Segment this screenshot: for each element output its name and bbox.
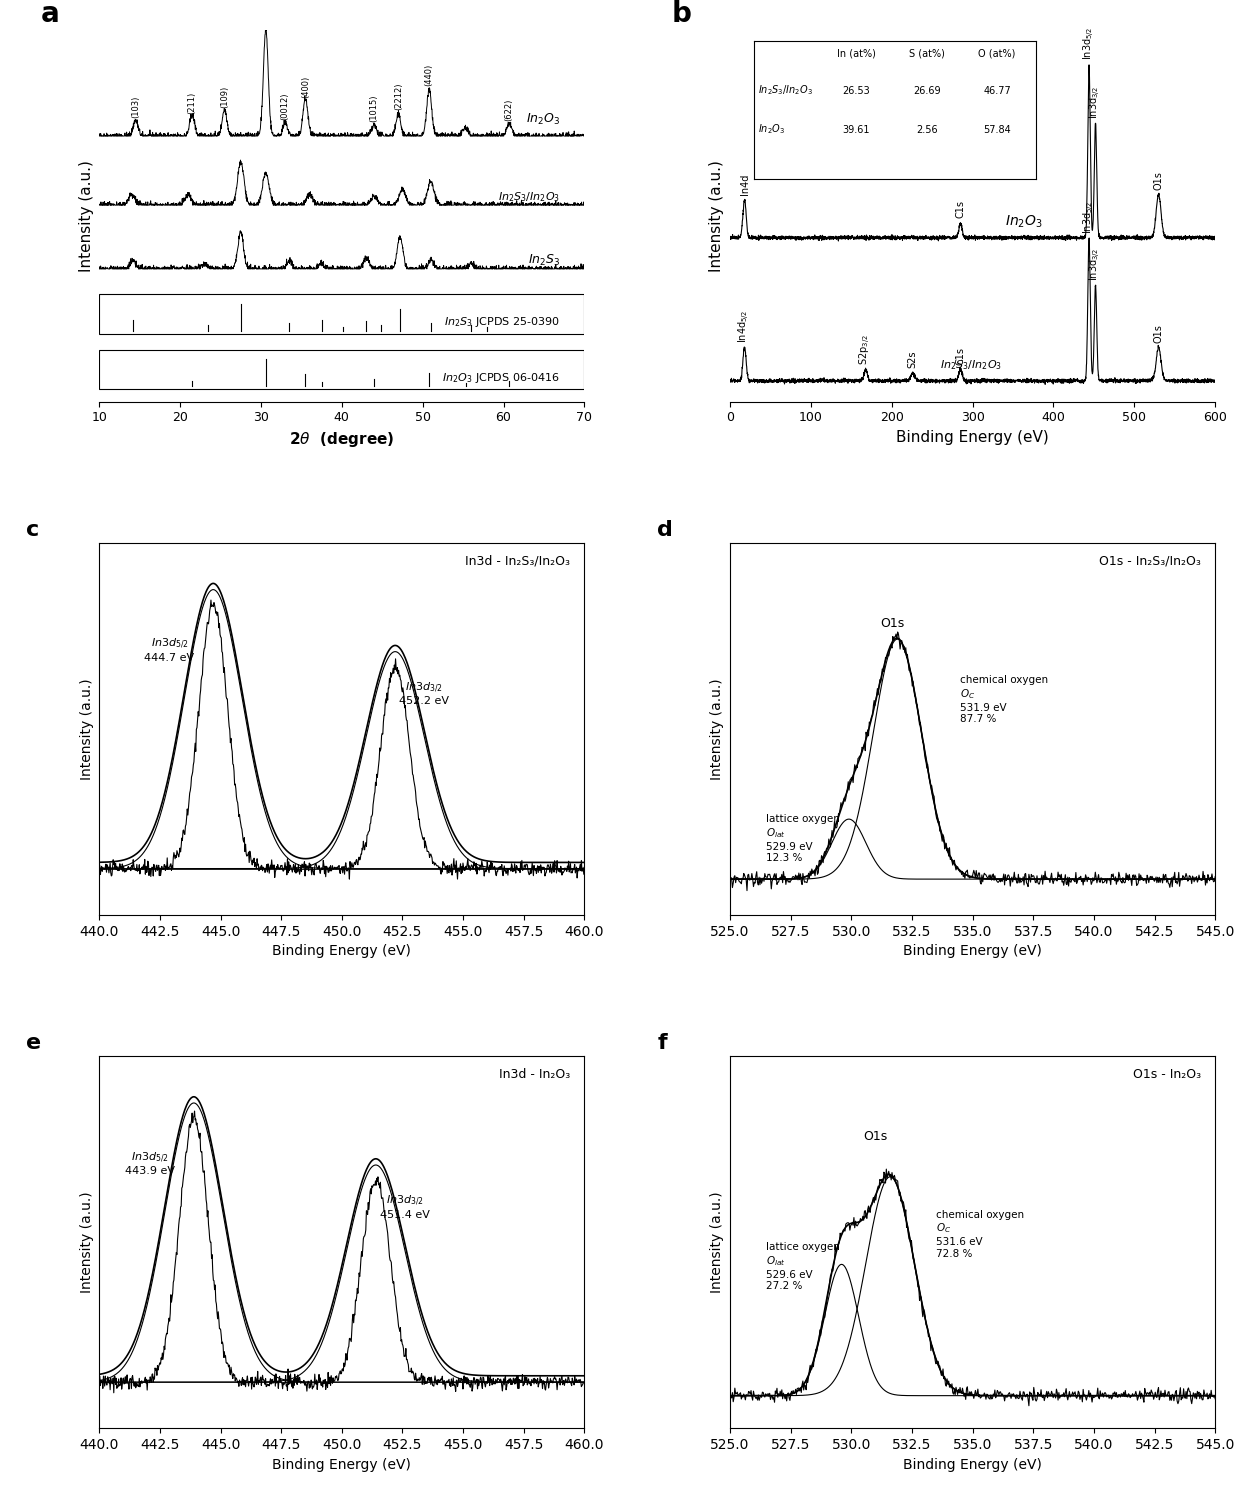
Text: In3d - In₂S₃/In₂O₃: In3d - In₂S₃/In₂O₃ (465, 554, 570, 567)
X-axis label: 2$\theta$  (degree): 2$\theta$ (degree) (289, 430, 394, 449)
Text: In3d$_{5/2}$: In3d$_{5/2}$ (1081, 27, 1096, 60)
Text: $In_2O_3$: $In_2O_3$ (1004, 213, 1043, 229)
Text: C1s: C1s (956, 347, 966, 365)
Text: C1s: C1s (956, 199, 966, 219)
Text: chemical oxygen
$O_C$
531.9 eV
87.7 %: chemical oxygen $O_C$ 531.9 eV 87.7 % (961, 676, 1049, 725)
Text: $In3d_{3/2}$
451.4 eV: $In3d_{3/2}$ 451.4 eV (379, 1193, 430, 1220)
Y-axis label: Intensity (a.u.): Intensity (a.u.) (711, 679, 724, 780)
Text: O1s: O1s (863, 1129, 888, 1143)
Text: $In_2S_3/In_2O_3$: $In_2S_3/In_2O_3$ (940, 359, 1002, 372)
Text: O1s: O1s (880, 618, 905, 629)
Text: $In_2O_3$ JCPDS 06-0416: $In_2O_3$ JCPDS 06-0416 (443, 371, 560, 384)
Text: c: c (26, 519, 40, 540)
Text: In3d - In₂O₃: In3d - In₂O₃ (498, 1068, 570, 1080)
X-axis label: Binding Energy (eV): Binding Energy (eV) (273, 945, 412, 958)
Text: S2s: S2s (908, 351, 918, 368)
Text: a: a (41, 0, 60, 28)
Text: (622): (622) (505, 100, 513, 122)
Text: f: f (657, 1033, 667, 1054)
Text: (2212): (2212) (394, 82, 403, 110)
Text: $In3d_{5/2}$
444.7 eV: $In3d_{5/2}$ 444.7 eV (145, 637, 195, 664)
Text: In3d$_{3/2}$: In3d$_{3/2}$ (1087, 248, 1104, 281)
X-axis label: Binding Energy (eV): Binding Energy (eV) (903, 945, 1042, 958)
Y-axis label: Intensity (a.u.): Intensity (a.u.) (79, 1192, 94, 1293)
Text: In4d: In4d (739, 174, 749, 195)
Text: $In_2S_3$: $In_2S_3$ (528, 253, 560, 268)
Y-axis label: Intensity (a.u.): Intensity (a.u.) (79, 679, 94, 780)
Bar (99, 350, 584, 388)
Y-axis label: Intensity (a.u.): Intensity (a.u.) (709, 159, 724, 272)
X-axis label: Binding Energy (eV): Binding Energy (eV) (903, 1458, 1042, 1472)
Text: d: d (657, 519, 673, 540)
Text: O1s: O1s (1153, 324, 1163, 342)
Text: In4d$_{5/2}$: In4d$_{5/2}$ (737, 310, 753, 344)
Text: $In3d_{5/2}$
443.9 eV: $In3d_{5/2}$ 443.9 eV (125, 1150, 175, 1177)
Text: (211): (211) (187, 91, 197, 113)
Text: (1015): (1015) (370, 95, 378, 122)
Text: O1s: O1s (1153, 171, 1163, 190)
Text: $In3d_{3/2}$
452.2 eV: $In3d_{3/2}$ 452.2 eV (399, 680, 449, 707)
Text: (109): (109) (219, 85, 229, 107)
Text: $In_2S_3/In_2O_3$: $In_2S_3/In_2O_3$ (498, 190, 560, 204)
Text: lattice oxygen
$O_{lat}$
529.9 eV
12.3 %: lattice oxygen $O_{lat}$ 529.9 eV 12.3 % (766, 814, 841, 863)
Text: In3d$_{5/2}$: In3d$_{5/2}$ (1081, 199, 1096, 234)
X-axis label: Binding Energy (eV): Binding Energy (eV) (897, 430, 1049, 445)
Text: lattice oxygen
$O_{lat}$
529.6 eV
27.2 %: lattice oxygen $O_{lat}$ 529.6 eV 27.2 % (766, 1242, 841, 1292)
Text: $In_2O_3$: $In_2O_3$ (526, 112, 560, 128)
Text: (400): (400) (301, 76, 310, 98)
Text: e: e (26, 1033, 42, 1054)
Text: b: b (672, 0, 692, 28)
Text: (440): (440) (424, 64, 434, 86)
Text: chemical oxygen
$O_C$
531.6 eV
72.8 %: chemical oxygen $O_C$ 531.6 eV 72.8 % (936, 1210, 1024, 1259)
Text: O1s - In₂S₃/In₂O₃: O1s - In₂S₃/In₂O₃ (1099, 554, 1200, 567)
Bar (99, 295, 584, 333)
Text: O1s - In₂O₃: O1s - In₂O₃ (1132, 1068, 1200, 1080)
Text: (0012): (0012) (280, 92, 290, 121)
Text: $In_2S_3$ JCPDS 25-0390: $In_2S_3$ JCPDS 25-0390 (444, 315, 560, 329)
Text: In3d$_{3/2}$: In3d$_{3/2}$ (1087, 85, 1104, 119)
Text: S2p$_{3/2}$: S2p$_{3/2}$ (858, 335, 873, 365)
X-axis label: Binding Energy (eV): Binding Energy (eV) (273, 1458, 412, 1472)
Y-axis label: Intensity (a.u.): Intensity (a.u.) (711, 1192, 724, 1293)
Y-axis label: Intensity (a.u.): Intensity (a.u.) (78, 159, 94, 272)
Text: (103): (103) (131, 95, 140, 118)
